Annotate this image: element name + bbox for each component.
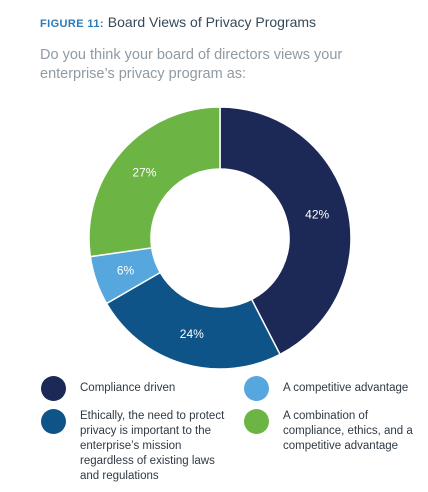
- legend-swatch: [41, 376, 66, 401]
- legend-label: Ethically, the need to protect privacy i…: [80, 410, 225, 482]
- legend-swatch: [244, 409, 269, 434]
- slice-label-2: 6%: [117, 264, 135, 278]
- survey-question: Do you think your board of directors vie…: [40, 47, 343, 82]
- legend-label: Compliance driven: [80, 382, 176, 394]
- legend-item-ethical: Ethically, the need to protect privacy i…: [41, 409, 241, 484]
- legend-item-combination: A combination of compliance, ethics, and…: [244, 409, 424, 454]
- slice-label-0: 42%: [305, 207, 329, 221]
- legend-item-compliance-driven: Compliance driven: [41, 376, 221, 401]
- legend-item-competitive-advantage: A competitive advantage: [244, 376, 419, 401]
- legend-label: A competitive advantage: [283, 382, 409, 394]
- legend-swatch: [244, 376, 269, 401]
- slice-1: [105, 271, 282, 370]
- legend-swatch: [41, 409, 66, 434]
- slice-label-3: 27%: [132, 166, 156, 180]
- slice-3: [88, 106, 221, 258]
- slice-0: [219, 106, 352, 356]
- legend-label: A combination of compliance, ethics, and…: [283, 410, 413, 452]
- figure-title: FIGURE 11: Board Views of Privacy Progra…: [40, 14, 316, 30]
- figure-name: Board Views of Privacy Programs: [107, 14, 317, 30]
- figure-label: FIGURE 11:: [40, 18, 104, 30]
- slice-label-1: 24%: [180, 327, 204, 341]
